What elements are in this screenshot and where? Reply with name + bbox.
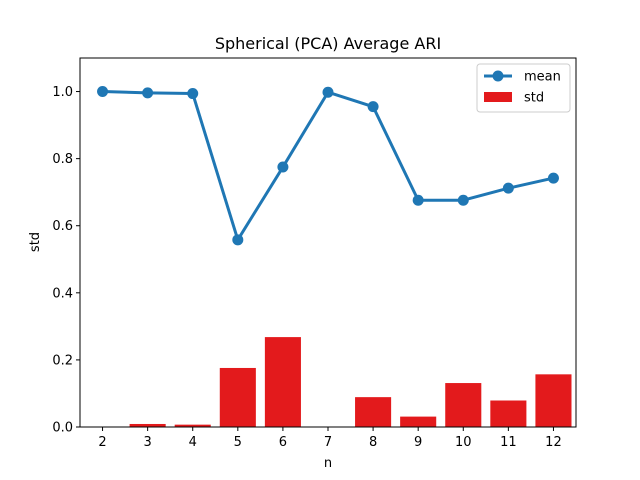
x-axis-label: n — [324, 456, 332, 471]
x-tick-label-3: 3 — [143, 435, 151, 450]
std-bar-6 — [264, 337, 301, 427]
std-bar-4 — [174, 424, 211, 427]
mean-point-3 — [142, 87, 154, 99]
std-bar-5 — [219, 367, 256, 427]
y-tick-label-0.0: 0.0 — [52, 421, 73, 436]
y-tick-label-0.4: 0.4 — [52, 286, 73, 301]
x-tick-label-5: 5 — [234, 435, 242, 450]
x-tick-label-7: 7 — [324, 435, 332, 450]
plot-frame — [79, 57, 577, 428]
mean-point-6 — [277, 161, 289, 173]
std-bar-9 — [400, 416, 437, 427]
legend-mean-marker-icon — [492, 70, 504, 82]
mean-point-12 — [547, 172, 559, 184]
mean-point-11 — [502, 182, 514, 194]
x-tick-label-6: 6 — [279, 435, 287, 450]
std-bar-3 — [129, 423, 166, 427]
mean-point-5 — [232, 234, 244, 246]
std-bar-12 — [535, 374, 572, 427]
mean-line — [102, 90, 554, 242]
mean-point-4 — [187, 88, 199, 100]
x-tick-label-12: 12 — [545, 435, 562, 450]
legend-std-swatch-icon — [484, 92, 512, 102]
x-tick-label-8: 8 — [369, 435, 377, 450]
legend: mean std — [476, 63, 571, 113]
legend-mean-label: mean — [524, 70, 561, 85]
mean-point-10 — [457, 194, 469, 206]
mean-point-7 — [322, 86, 334, 98]
legend-std-label: std — [524, 91, 544, 106]
y-tick-label-0.6: 0.6 — [52, 219, 73, 234]
mean-point-8 — [367, 101, 379, 113]
y-tick-label-1.0: 1.0 — [52, 85, 73, 100]
x-tick-label-2: 2 — [98, 435, 106, 450]
y-axis-label: std — [28, 232, 43, 252]
x-tick-label-4: 4 — [189, 435, 197, 450]
y-axis-ticks: 0.0 0.2 0.4 0.6 0.8 1.0 — [52, 85, 80, 436]
mean-point-9 — [412, 194, 424, 206]
mean-line-series — [97, 86, 559, 246]
std-bar-11 — [490, 400, 527, 427]
std-bar-10 — [445, 383, 482, 427]
y-tick-label-0.2: 0.2 — [52, 353, 73, 368]
x-tick-label-9: 9 — [414, 435, 422, 450]
x-tick-label-10: 10 — [455, 435, 472, 450]
std-bar-8 — [355, 397, 392, 427]
x-axis-ticks: 2 3 4 5 6 7 8 9 10 11 12 — [98, 427, 562, 450]
y-tick-label-0.8: 0.8 — [52, 152, 73, 167]
mean-point-2 — [97, 86, 109, 98]
std-bars — [129, 337, 572, 427]
chart-title: Spherical (PCA) Average ARI — [215, 34, 441, 53]
x-tick-label-11: 11 — [500, 435, 517, 450]
